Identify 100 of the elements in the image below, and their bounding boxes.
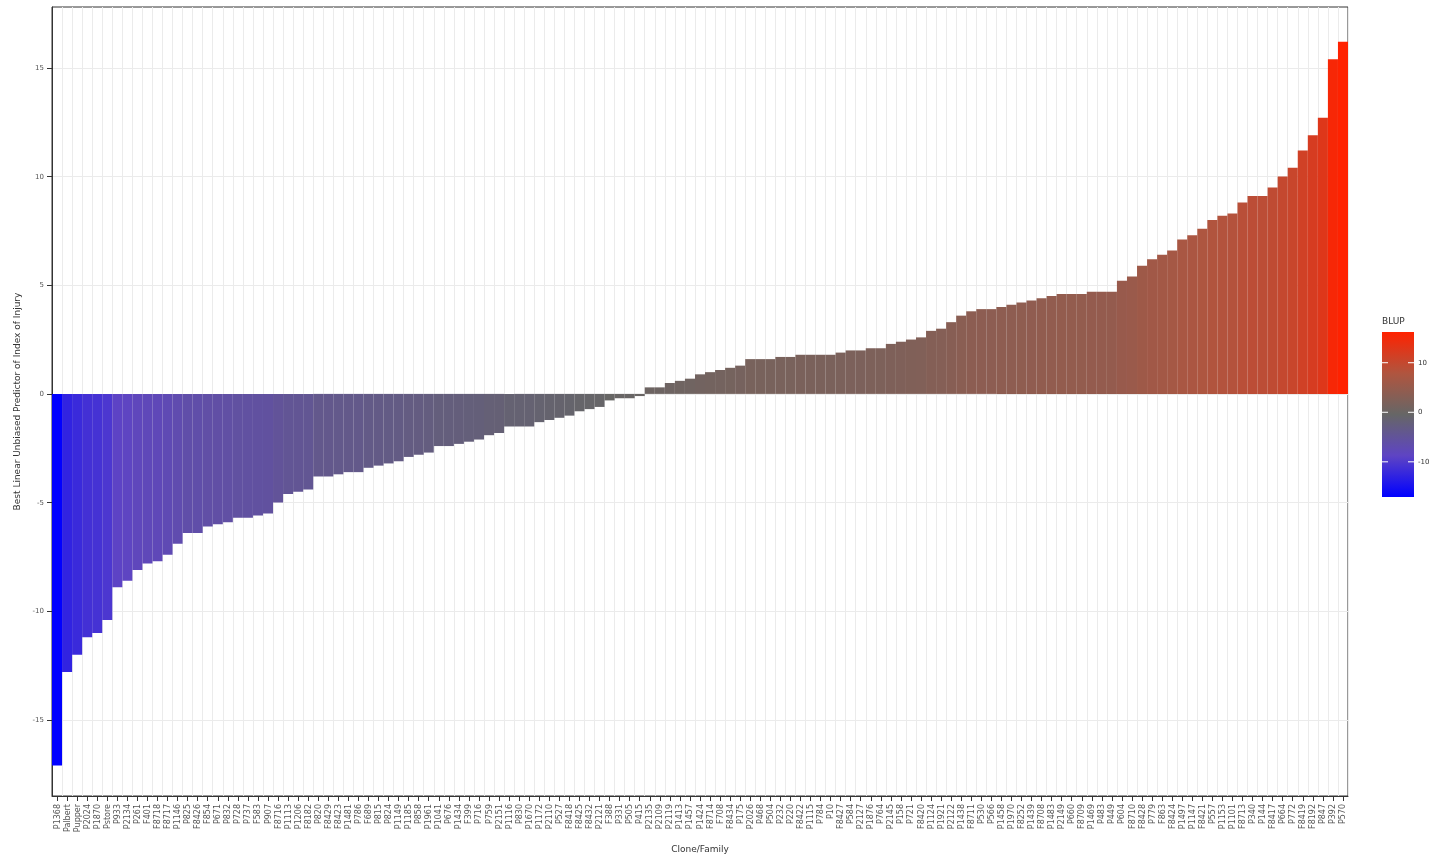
x-tick-label: P1481: [343, 804, 353, 830]
x-tick-label: F689: [363, 804, 373, 824]
x-tick-label: P1147: [1187, 804, 1197, 830]
x-tick-label: P1206: [293, 804, 303, 830]
x-tick-label: P825: [183, 804, 193, 825]
x-tick-label: P340: [1248, 804, 1258, 825]
x-tick-label: F8424: [1167, 804, 1177, 829]
x-tick-label: F8192: [1308, 804, 1318, 829]
x-tick-label: F708: [715, 804, 725, 824]
x-tick-label: P1185: [404, 804, 414, 830]
x-tick-label: P530: [976, 804, 986, 825]
x-tick-label: P1483: [1047, 804, 1057, 830]
x-tick-label: P468: [755, 804, 765, 825]
x-tick-label: P331: [615, 804, 625, 825]
x-tick-label: P1439: [1027, 804, 1037, 830]
x-tick-label: P483: [1097, 804, 1107, 825]
x-tick-label: F8182: [303, 804, 313, 829]
x-tick-label: P1497: [1177, 804, 1187, 830]
x-tick-label: F8425: [574, 804, 584, 829]
x-tick-label: P2127: [856, 804, 866, 830]
x-tick-label: Palbert: [62, 804, 72, 833]
x-tick-label: P1457: [685, 804, 695, 830]
x-tick-label: P1870: [92, 804, 102, 830]
x-tick-label: P1172: [534, 804, 544, 830]
x-tick-label: P604: [1117, 804, 1127, 825]
x-tick-label: P676: [444, 804, 454, 825]
x-tick-label: P759: [484, 804, 494, 825]
x-tick-label: P220: [785, 804, 795, 825]
x-tick-label: F863: [1157, 804, 1167, 824]
x-tick-label: P175: [735, 804, 745, 825]
x-tick-label: F8708: [1037, 804, 1047, 829]
x-tick-label: P764: [876, 804, 886, 825]
x-tick-label: P1876: [866, 804, 876, 830]
x-tick-label: P1921: [936, 804, 946, 830]
x-tick-label: F8711: [966, 804, 976, 829]
x-tick-label: P824: [384, 804, 394, 825]
x-tick-label: P907: [263, 804, 273, 825]
x-tick-label: P1413: [675, 804, 685, 830]
x-tick-label: F8709: [1077, 804, 1087, 829]
x-tick-label: P1101: [1227, 804, 1237, 830]
x-tick-label: P144: [1258, 804, 1268, 825]
x-tick-label: P786: [353, 804, 363, 825]
x-tick-label: F8421: [1197, 804, 1207, 829]
x-tick-label: P2026: [745, 804, 755, 830]
x-tick-label: P557: [1207, 804, 1217, 825]
x-axis-title: Clone/Family: [671, 843, 730, 854]
x-tick-label: F8426: [193, 804, 203, 829]
x-tick-label: P2119: [665, 804, 675, 830]
y-axis-title: Best Linear Unbiased Predictor of Index of Injury: [12, 291, 23, 511]
x-tick-label: P858: [414, 804, 424, 825]
x-tick-label: P527: [554, 804, 564, 825]
x-tick-label: P2151: [494, 804, 504, 830]
x-tick-label: P2134: [122, 804, 132, 830]
x-tick-label: P1670: [524, 804, 534, 830]
x-tick-label: P1124: [926, 804, 936, 830]
x-tick-label: P671: [213, 804, 223, 825]
x-tick-label: P660: [1067, 804, 1077, 825]
x-tick-label: P1149: [394, 804, 404, 830]
x-tick-label: P1153: [1217, 804, 1227, 830]
color-bar-title: BLUP: [1382, 315, 1406, 326]
x-tick-label: P2149: [1057, 804, 1067, 830]
x-tick-label: P10: [826, 804, 836, 820]
x-tick-label: P2122: [946, 804, 956, 830]
x-tick-label: P1438: [956, 804, 966, 830]
x-tick-label: F8418: [564, 804, 574, 829]
x-tick-label: P504: [765, 804, 775, 825]
x-tick-label: P815: [374, 804, 384, 825]
x-tick-label: F8427: [836, 804, 846, 829]
x-tick-label: P584: [846, 804, 856, 825]
x-tick-label: P2024: [82, 804, 92, 830]
x-tick-label: F401: [142, 804, 152, 824]
x-tick-label: P933: [112, 804, 122, 825]
x-tick-label: P832: [223, 804, 233, 825]
x-tick-label: P392: [1328, 804, 1338, 825]
x-tick-label: P1434: [454, 804, 464, 830]
x-tick-label: F8252: [1016, 804, 1026, 829]
x-tick-label: P830: [514, 804, 524, 825]
x-tick-label: P772: [1288, 804, 1298, 825]
x-tick-label: F8710: [1127, 804, 1137, 829]
x-tick-label: F854: [203, 804, 213, 824]
x-tick-label: P449: [1107, 804, 1117, 825]
x-tick-label: F583: [253, 804, 263, 824]
x-tick-label: P1113: [283, 804, 293, 830]
x-tick-label: P1146: [173, 804, 183, 830]
x-tick-label: P2135: [645, 804, 655, 830]
x-tick-label: P232: [775, 804, 785, 825]
x-tick-label: P728: [233, 804, 243, 825]
x-tick-label: P2121: [595, 804, 605, 830]
x-tick-label: P820: [313, 804, 323, 825]
x-tick-label: P261: [132, 804, 142, 825]
x-tick-label: F8420: [916, 804, 926, 829]
x-tick-label: P1469: [1087, 804, 1097, 830]
x-tick-label: Pstore: [102, 803, 112, 829]
x-tick-label: F8417: [1268, 804, 1278, 829]
x-tick-label: P1368: [52, 804, 62, 830]
x-tick-label: F8428: [1137, 804, 1147, 829]
x-tick-label: F8423: [333, 804, 343, 829]
x-tick-label: P415: [635, 804, 645, 825]
x-tick-label: P784: [816, 804, 826, 825]
x-tick-label: F8429: [323, 804, 333, 829]
